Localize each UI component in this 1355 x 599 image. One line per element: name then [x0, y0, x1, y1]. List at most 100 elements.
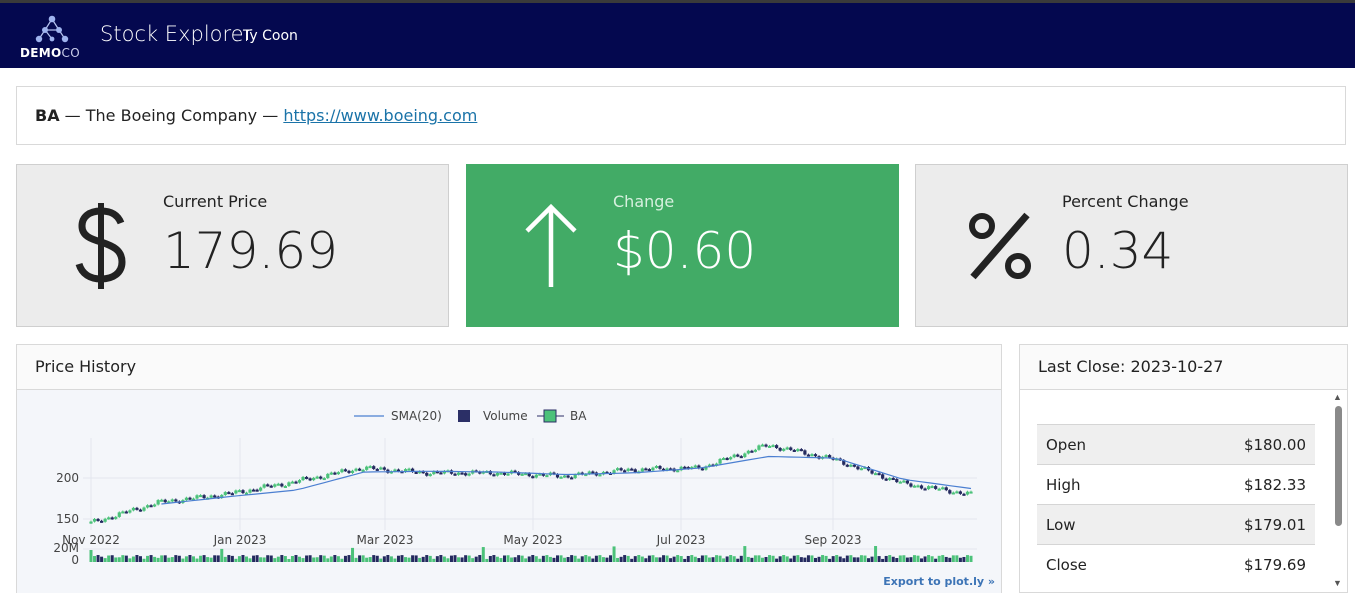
current-price-value: 179.69: [163, 222, 338, 280]
candle-body: [517, 472, 521, 475]
volume-bar: [428, 555, 432, 562]
candle-body: [722, 458, 726, 461]
candle-body: [813, 454, 818, 457]
volume-bar: [404, 557, 408, 562]
candle-body: [704, 466, 708, 470]
candle-body: [294, 481, 298, 484]
scrollbar[interactable]: ▲ ▼: [1332, 392, 1344, 590]
candle-body: [114, 516, 118, 519]
y-tick-label: 150: [56, 512, 79, 526]
volume-bar: [930, 556, 934, 562]
candle-body: [428, 474, 432, 477]
sma-line[interactable]: [161, 455, 972, 505]
volume-bar: [552, 557, 556, 562]
volume-bar: [591, 558, 595, 562]
volume-bar: [563, 557, 567, 562]
volume-bar: [609, 555, 613, 562]
volume-bar: [937, 555, 941, 562]
last-close-scroll-area[interactable]: Open $180.00 High $182.33 Low $179.01 Close…: [1020, 390, 1347, 592]
volume-bar: [965, 555, 969, 562]
candle-body: [944, 487, 948, 491]
candle-body: [799, 449, 803, 452]
candle-body: [379, 467, 383, 470]
legend-ba-swatch: [543, 409, 557, 423]
row-value: $182.33: [1154, 464, 1315, 505]
volume-bar: [276, 556, 280, 562]
price-chart-svg[interactable]: SMA(20) Volume BA 200 150 20M 0 Nov 2022…: [17, 390, 1001, 593]
candle-body: [739, 456, 743, 459]
volume-bar: [715, 555, 719, 562]
candle-body: [771, 445, 775, 448]
volume-bar: [481, 547, 485, 562]
volume-bar: [647, 555, 651, 562]
volume-bar: [382, 556, 386, 562]
volume-bar: [432, 558, 436, 562]
volume-bar: [852, 557, 856, 562]
x-tick-label: Nov 2022: [62, 533, 120, 547]
candle-body: [163, 499, 167, 503]
volume-bar: [920, 558, 924, 562]
volume-bar: [273, 558, 277, 562]
candle-body: [495, 472, 500, 476]
volume-series[interactable]: [89, 546, 973, 562]
volume-bar: [884, 555, 888, 562]
arrow-up-icon: [505, 201, 597, 291]
export-link[interactable]: Export to plot.ly »: [883, 575, 995, 588]
candle-body: [492, 474, 496, 477]
candle-body: [898, 481, 902, 484]
logo[interactable]: DEMOCO: [18, 13, 84, 63]
candle-body: [198, 495, 203, 498]
candle-body: [382, 467, 386, 470]
volume-bar: [206, 557, 210, 562]
candle-body: [121, 511, 125, 514]
candle-body: [319, 476, 323, 479]
volume-bar: [439, 555, 443, 562]
candle-body: [149, 505, 153, 508]
volume-bar: [955, 555, 959, 562]
candle-body: [350, 470, 355, 473]
price-chart[interactable]: SMA(20) Volume BA 200 150 20M 0 Nov 2022…: [17, 390, 1001, 593]
chart-legend[interactable]: SMA(20) Volume BA: [354, 409, 587, 423]
candle-body: [92, 518, 97, 522]
candle-body: [435, 471, 439, 474]
volume-bar: [506, 555, 510, 562]
candle-body: [333, 472, 337, 475]
candle-body: [365, 466, 369, 470]
candle-body: [301, 476, 305, 481]
scroll-up-icon[interactable]: ▲: [1333, 392, 1342, 402]
volume-bar: [287, 558, 291, 562]
candle-body: [418, 471, 422, 474]
candle-body: [336, 472, 340, 475]
volume-bar: [902, 555, 906, 562]
candlestick-series[interactable]: [89, 443, 973, 524]
volume-bar: [927, 555, 931, 562]
volume-bar: [411, 555, 415, 562]
volume-bar: [881, 558, 885, 562]
volume-bar: [817, 556, 821, 562]
candle-body: [389, 471, 394, 474]
volume-bar: [672, 556, 676, 562]
volume-bar: [693, 556, 697, 562]
candle-body: [276, 483, 280, 486]
x-tick-label: Sep 2023: [805, 533, 862, 547]
candle-body: [573, 474, 577, 479]
volume-bar: [262, 557, 266, 562]
candle-body: [767, 445, 772, 448]
candle-body: [644, 468, 648, 471]
candle-body: [534, 474, 538, 478]
candle-body: [934, 486, 938, 489]
scrollbar-thumb[interactable]: [1335, 406, 1342, 526]
volume-bar: [612, 546, 616, 562]
candle-body: [785, 447, 789, 450]
x-tick-label: Jan 2023: [213, 533, 267, 547]
candle-body: [304, 476, 309, 479]
scroll-down-icon[interactable]: ▼: [1333, 578, 1342, 588]
volume-bar: [495, 556, 499, 562]
candle-body: [411, 468, 415, 472]
candle-body: [213, 495, 217, 498]
company-url-link[interactable]: https://www.boeing.com: [283, 106, 478, 125]
user-name: Ty Coon: [243, 28, 298, 44]
volume-bar: [368, 557, 372, 562]
volume-bar: [128, 558, 132, 562]
volume-bar: [803, 557, 807, 562]
